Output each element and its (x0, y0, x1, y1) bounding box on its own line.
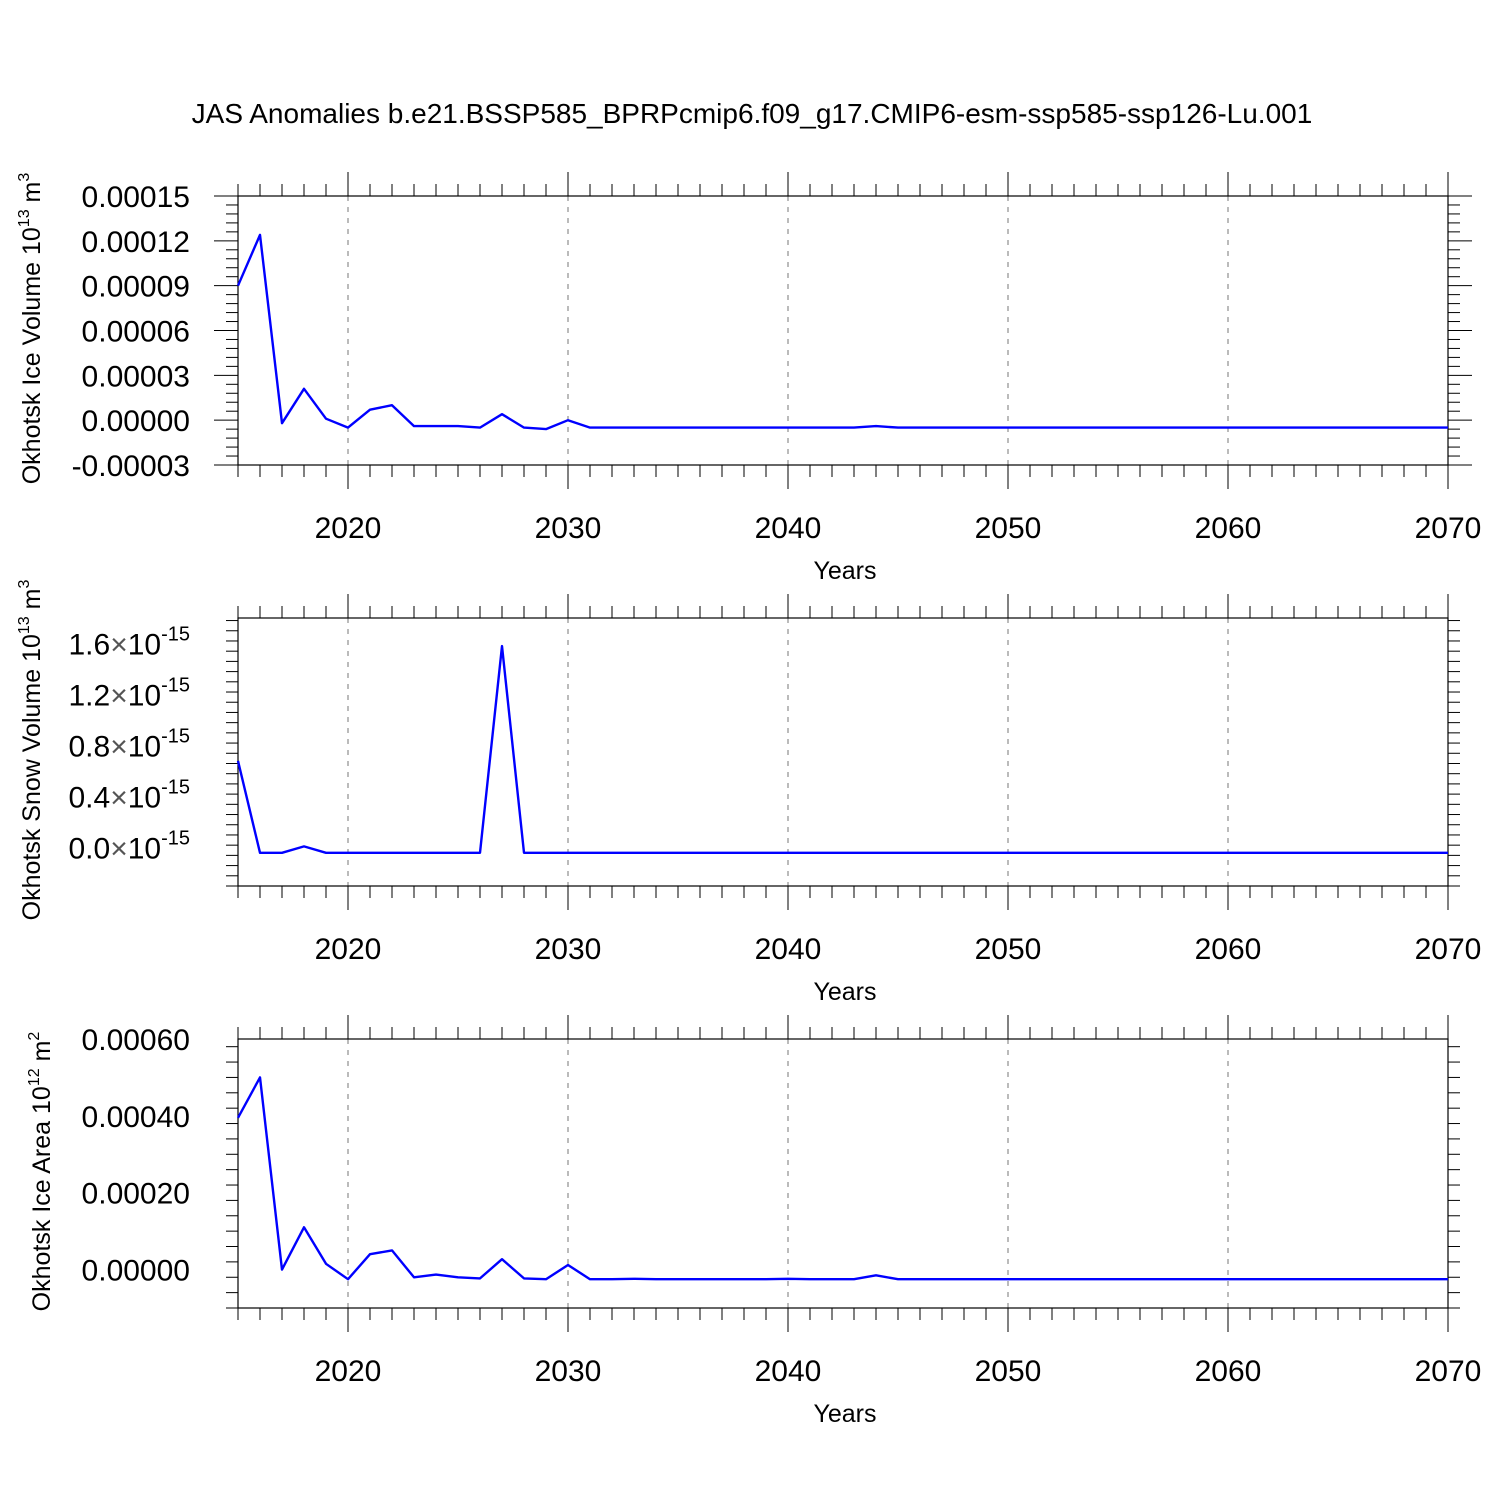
y-tick-mantissa: 1.2 (68, 680, 110, 713)
y-tick-label: 0.00000 (82, 405, 190, 438)
x-tick-label: 2030 (535, 1355, 602, 1388)
y-axis-unit-base: m (28, 1041, 56, 1069)
y-tick-times: × (110, 833, 128, 866)
y-tick-mantissa: 0.4 (68, 782, 110, 815)
y-tick-exponent: -15 (161, 624, 190, 646)
panel-2: 0.0×10-150.4×10-150.8×10-151.2×10-151.6×… (16, 580, 1481, 1006)
y-axis-unit-prefix: 10 (18, 634, 46, 662)
y-tick-times: × (110, 782, 128, 815)
y-axis-unit-base-exponent: 3 (16, 580, 33, 589)
y-tick-base: 10 (128, 629, 161, 662)
y-tick-label: 0.0×10-15 (68, 828, 190, 866)
y-tick-label: 1.2×10-15 (68, 675, 190, 713)
y-axis-unit-exponent: 13 (16, 616, 33, 634)
y-axis-unit-exponent: 13 (16, 209, 33, 227)
y-tick-label: 0.00000 (82, 1255, 190, 1288)
x-tick-label: 2070 (1415, 512, 1482, 545)
y-tick-times: × (110, 680, 128, 713)
y-tick-base: 10 (128, 782, 161, 815)
plot-frame (237, 195, 1449, 466)
y-axis-unit-base: m (18, 182, 46, 210)
plot-frame (237, 1038, 1449, 1309)
y-tick-label: 0.00009 (82, 271, 190, 304)
plot-frame (237, 617, 1449, 887)
y-axis-label-text: Okhotsk Ice Volume (18, 255, 46, 484)
x-tick-label: 2070 (1415, 1355, 1482, 1388)
y-tick-exponent: -15 (161, 726, 190, 748)
y-axis-unit-base: m (18, 589, 46, 617)
y-tick-exponent: -15 (161, 675, 190, 697)
y-axis-unit-base-exponent: 2 (26, 1032, 43, 1041)
y-tick-base: 10 (128, 833, 161, 866)
x-tick-label: 2060 (1195, 1355, 1262, 1388)
y-tick-label: 0.00020 (82, 1178, 190, 1211)
x-tick-label: 2050 (975, 933, 1042, 966)
y-tick-label: 0.00060 (82, 1024, 190, 1057)
y-tick-label: 1.6×10-15 (68, 624, 190, 662)
figure-title: JAS Anomalies b.e21.BSSP585_BPRPcmip6.f0… (192, 98, 1313, 129)
x-axis-label: Years (813, 978, 876, 1006)
y-tick-label: 0.00012 (82, 226, 190, 259)
x-tick-label: 2020 (315, 512, 382, 545)
x-tick-label: 2060 (1195, 933, 1262, 966)
data-series-line (236, 233, 1448, 431)
data-series-line (236, 1076, 1448, 1281)
x-tick-label: 2050 (975, 1355, 1042, 1388)
y-axis-label: Okhotsk Ice Area 1012 m2 (26, 1032, 56, 1312)
y-axis-label: Okhotsk Ice Volume 1013 m3 (16, 173, 46, 485)
y-tick-label: 0.00040 (82, 1101, 190, 1134)
y-axis-label-text: Okhotsk Snow Volume (18, 662, 46, 920)
x-tick-label: 2040 (755, 512, 822, 545)
y-tick-mantissa: 1.6 (68, 629, 110, 662)
y-tick-exponent: -15 (161, 777, 190, 799)
y-tick-base: 10 (128, 680, 161, 713)
x-tick-label: 2070 (1415, 933, 1482, 966)
x-tick-label: 2020 (315, 1355, 382, 1388)
panel-3: 0.00000 0.00020 0.00040 0.00060 2020 2030 2040… (26, 1015, 1481, 1428)
y-tick-base: 10 (128, 731, 161, 764)
y-axis-unit-prefix: 10 (28, 1086, 56, 1114)
x-axis-label: Years (813, 1400, 876, 1428)
y-axis-label-text: Okhotsk Ice Area (28, 1114, 56, 1311)
y-tick-times: × (110, 731, 128, 764)
x-tick-label: 2030 (535, 512, 602, 545)
y-tick-label: -0.00003 (72, 450, 190, 483)
y-axis-unit-prefix: 10 (18, 227, 46, 255)
x-tick-label: 2020 (315, 933, 382, 966)
panels: -0.000030.000000.000030.000060.000090.00… (16, 172, 1481, 1428)
x-tick-label: 2040 (755, 933, 822, 966)
panel-1: -0.00003 0.00000 0.00003 0.00006 0.00009 0.00… (16, 172, 1481, 585)
y-tick-label: 0.8×10-15 (68, 726, 190, 764)
y-tick-times: × (110, 629, 128, 662)
y-tick-exponent: -15 (161, 828, 190, 850)
x-tick-label: 2030 (535, 933, 602, 966)
x-tick-label: 2040 (755, 1355, 822, 1388)
y-tick-label: 0.4×10-15 (68, 777, 190, 815)
y-tick-label: 0.00006 (82, 316, 190, 349)
y-axis-unit-base-exponent: 3 (16, 173, 33, 182)
y-tick-mantissa: 0.0 (68, 833, 110, 866)
y-axis-label: Okhotsk Snow Volume 1013 m3 (16, 580, 46, 921)
x-axis-label: Years (813, 557, 876, 585)
x-tick-label: 2050 (975, 512, 1042, 545)
y-tick-label: 0.00015 (82, 181, 190, 214)
data-series-line (236, 644, 1448, 854)
x-tick-label: 2060 (1195, 512, 1262, 545)
y-axis-unit-exponent: 12 (26, 1068, 43, 1086)
y-tick-mantissa: 0.8 (68, 731, 110, 764)
y-tick-label: 0.00003 (82, 360, 190, 393)
